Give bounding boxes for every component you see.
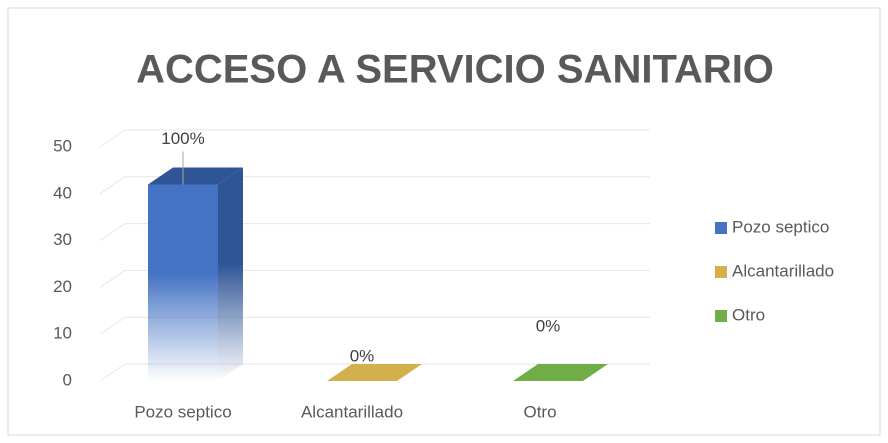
y-tick-label: 30 bbox=[53, 230, 72, 249]
y-tick-label: 50 bbox=[53, 136, 72, 155]
legend-label: Pozo septico bbox=[732, 217, 829, 236]
bar-top bbox=[148, 167, 243, 185]
grid-line bbox=[99, 129, 650, 148]
data-label: 0% bbox=[536, 316, 561, 335]
grid-line bbox=[99, 269, 650, 288]
legend-label: Otro bbox=[732, 305, 765, 324]
legend-label: Alcantarillado bbox=[732, 261, 834, 280]
x-tick-label: Otro bbox=[523, 402, 556, 421]
bar-side bbox=[218, 167, 243, 381]
bar bbox=[148, 184, 218, 381]
legend-swatch bbox=[715, 222, 727, 234]
grid-line bbox=[99, 316, 650, 335]
bar bbox=[327, 364, 422, 381]
bar bbox=[513, 364, 608, 381]
grid-line bbox=[99, 363, 650, 382]
x-tick-label: Pozo septico bbox=[134, 402, 231, 421]
y-tick-label: 20 bbox=[53, 277, 72, 296]
y-tick-label: 0 bbox=[63, 370, 72, 389]
y-tick-label: 10 bbox=[53, 324, 72, 343]
y-tick-label: 40 bbox=[53, 183, 72, 202]
legend-swatch bbox=[715, 310, 727, 322]
chart-title: ACCESO A SERVICIO SANITARIO bbox=[136, 48, 774, 92]
legend-swatch bbox=[715, 266, 727, 278]
x-tick-label: Alcantarillado bbox=[301, 402, 403, 421]
data-label: 0% bbox=[350, 346, 375, 365]
data-label: 100% bbox=[161, 129, 204, 148]
grid-line bbox=[99, 176, 650, 195]
grid-line bbox=[99, 223, 650, 242]
